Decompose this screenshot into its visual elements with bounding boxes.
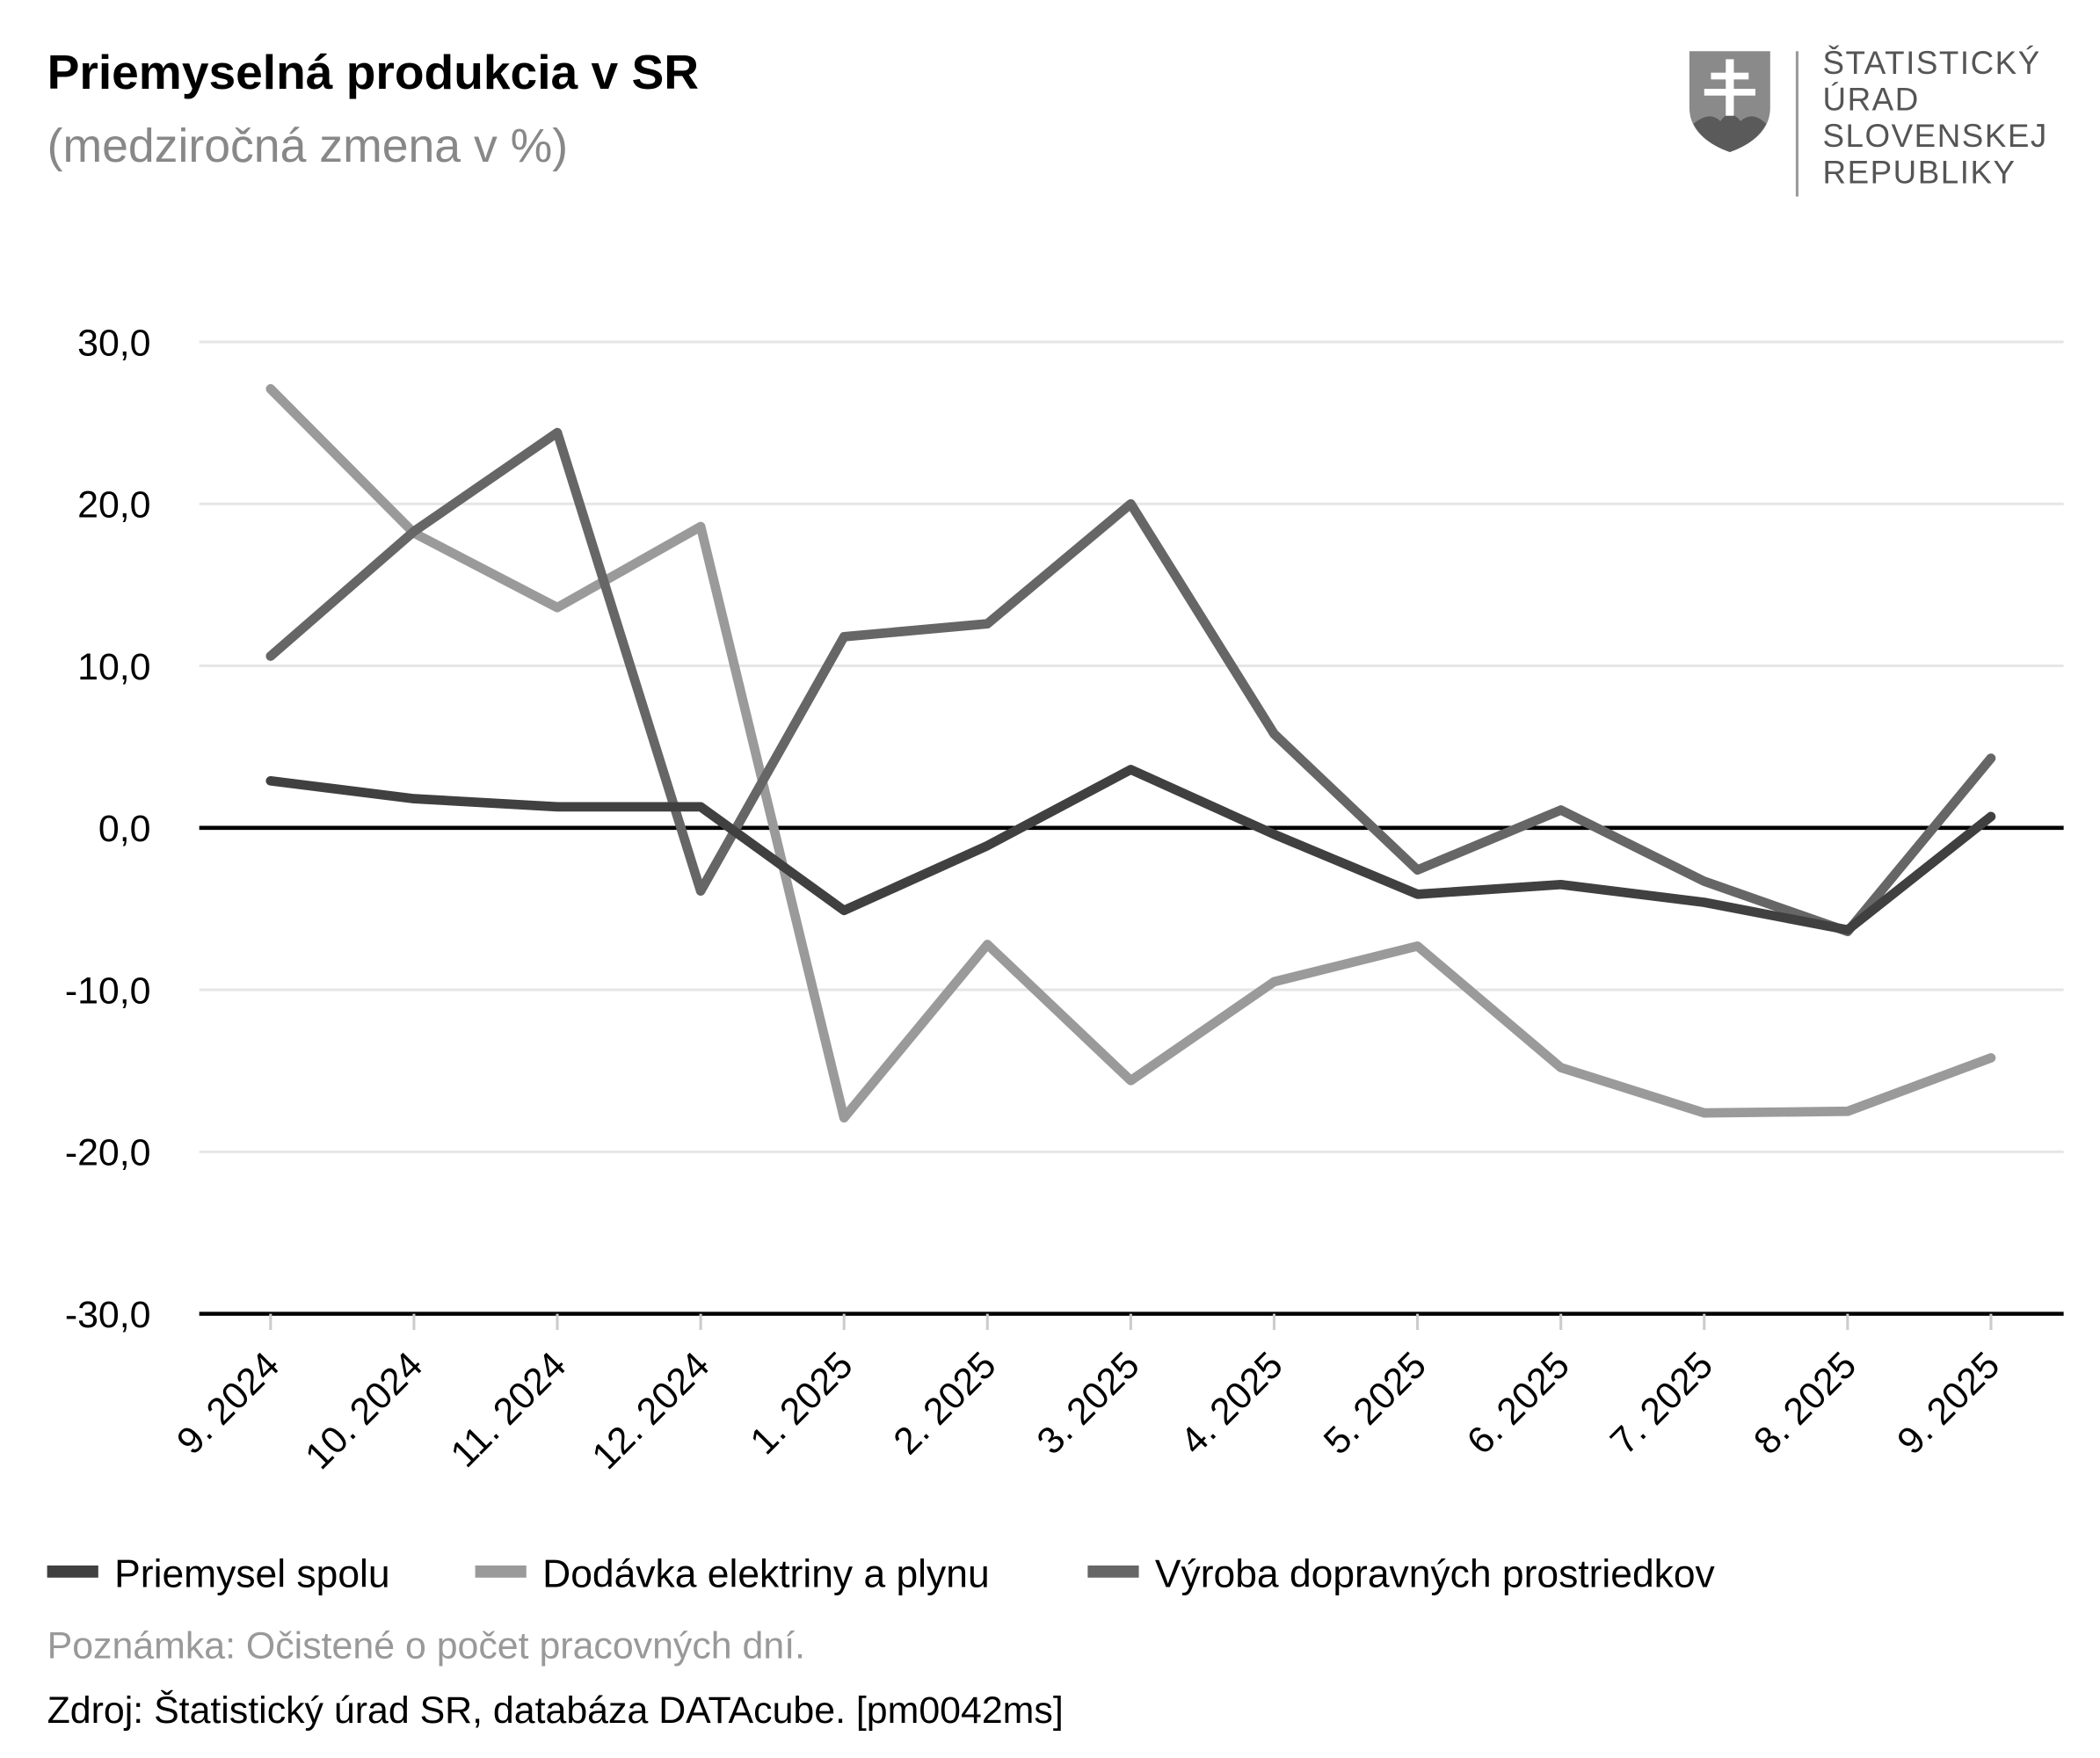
logo-line: ÚRAD [1823, 82, 1920, 118]
logo: ŠTATISTICKÝ ÚRAD SLOVENSKEJ REPUBLIKY [1689, 45, 2048, 197]
logo-line: SLOVENSKEJ [1823, 118, 2048, 154]
x-tick-label: 5. 2025 [1316, 1344, 1435, 1463]
chart-subtitle: (medziročná zmena v %) [47, 120, 569, 172]
y-tick-label: 30,0 [77, 322, 150, 364]
y-tick-label: -10,0 [65, 970, 151, 1012]
legend-label: Výroba dopravných prostriedkov [1155, 1553, 1716, 1596]
logo-line: REPUBLIKY [1823, 154, 2016, 190]
legend-swatch [47, 1565, 98, 1578]
y-tick-label: -30,0 [65, 1294, 151, 1336]
x-tick-label: 7. 2025 [1602, 1344, 1721, 1463]
y-tick-label: 0,0 [98, 808, 151, 850]
x-tick-label: 6. 2025 [1459, 1344, 1578, 1463]
x-tick-label: 8. 2025 [1746, 1344, 1864, 1463]
series-line [265, 427, 1996, 937]
x-tick-label: 10. 2024 [297, 1344, 431, 1478]
x-tick-label: 4. 2025 [1173, 1344, 1291, 1463]
x-tick-label: 9. 2024 [169, 1344, 287, 1463]
logo-line: ŠTATISTICKÝ [1823, 45, 2041, 81]
series-line [265, 384, 1996, 1123]
y-tick-label: -20,0 [65, 1132, 151, 1174]
series-line [265, 765, 1996, 935]
y-tick-label: 20,0 [77, 484, 150, 527]
y-tick-label: 10,0 [77, 646, 150, 688]
chart-title: Priemyselná produkcia v SR [47, 45, 699, 99]
legend-swatch [475, 1565, 527, 1578]
x-tick-label: 2. 2025 [886, 1344, 1005, 1463]
x-tick-label: 1. 2025 [742, 1344, 861, 1463]
source: Zdroj: Štatistický úrad SR, databáza DAT… [47, 1689, 1064, 1732]
legend-label: Priemysel spolu [114, 1553, 389, 1596]
x-tick-label: 3. 2025 [1029, 1344, 1148, 1463]
x-tick-label: 11. 2024 [443, 1344, 575, 1476]
legend-swatch [1087, 1565, 1139, 1578]
legend-label: Dodávka elektriny a plynu [542, 1553, 989, 1596]
note: Poznámka: Očistené o počet pracovných dn… [47, 1625, 805, 1667]
x-tick-label: 12. 2024 [585, 1344, 718, 1478]
x-tick-label: 9. 2025 [1889, 1344, 2008, 1463]
